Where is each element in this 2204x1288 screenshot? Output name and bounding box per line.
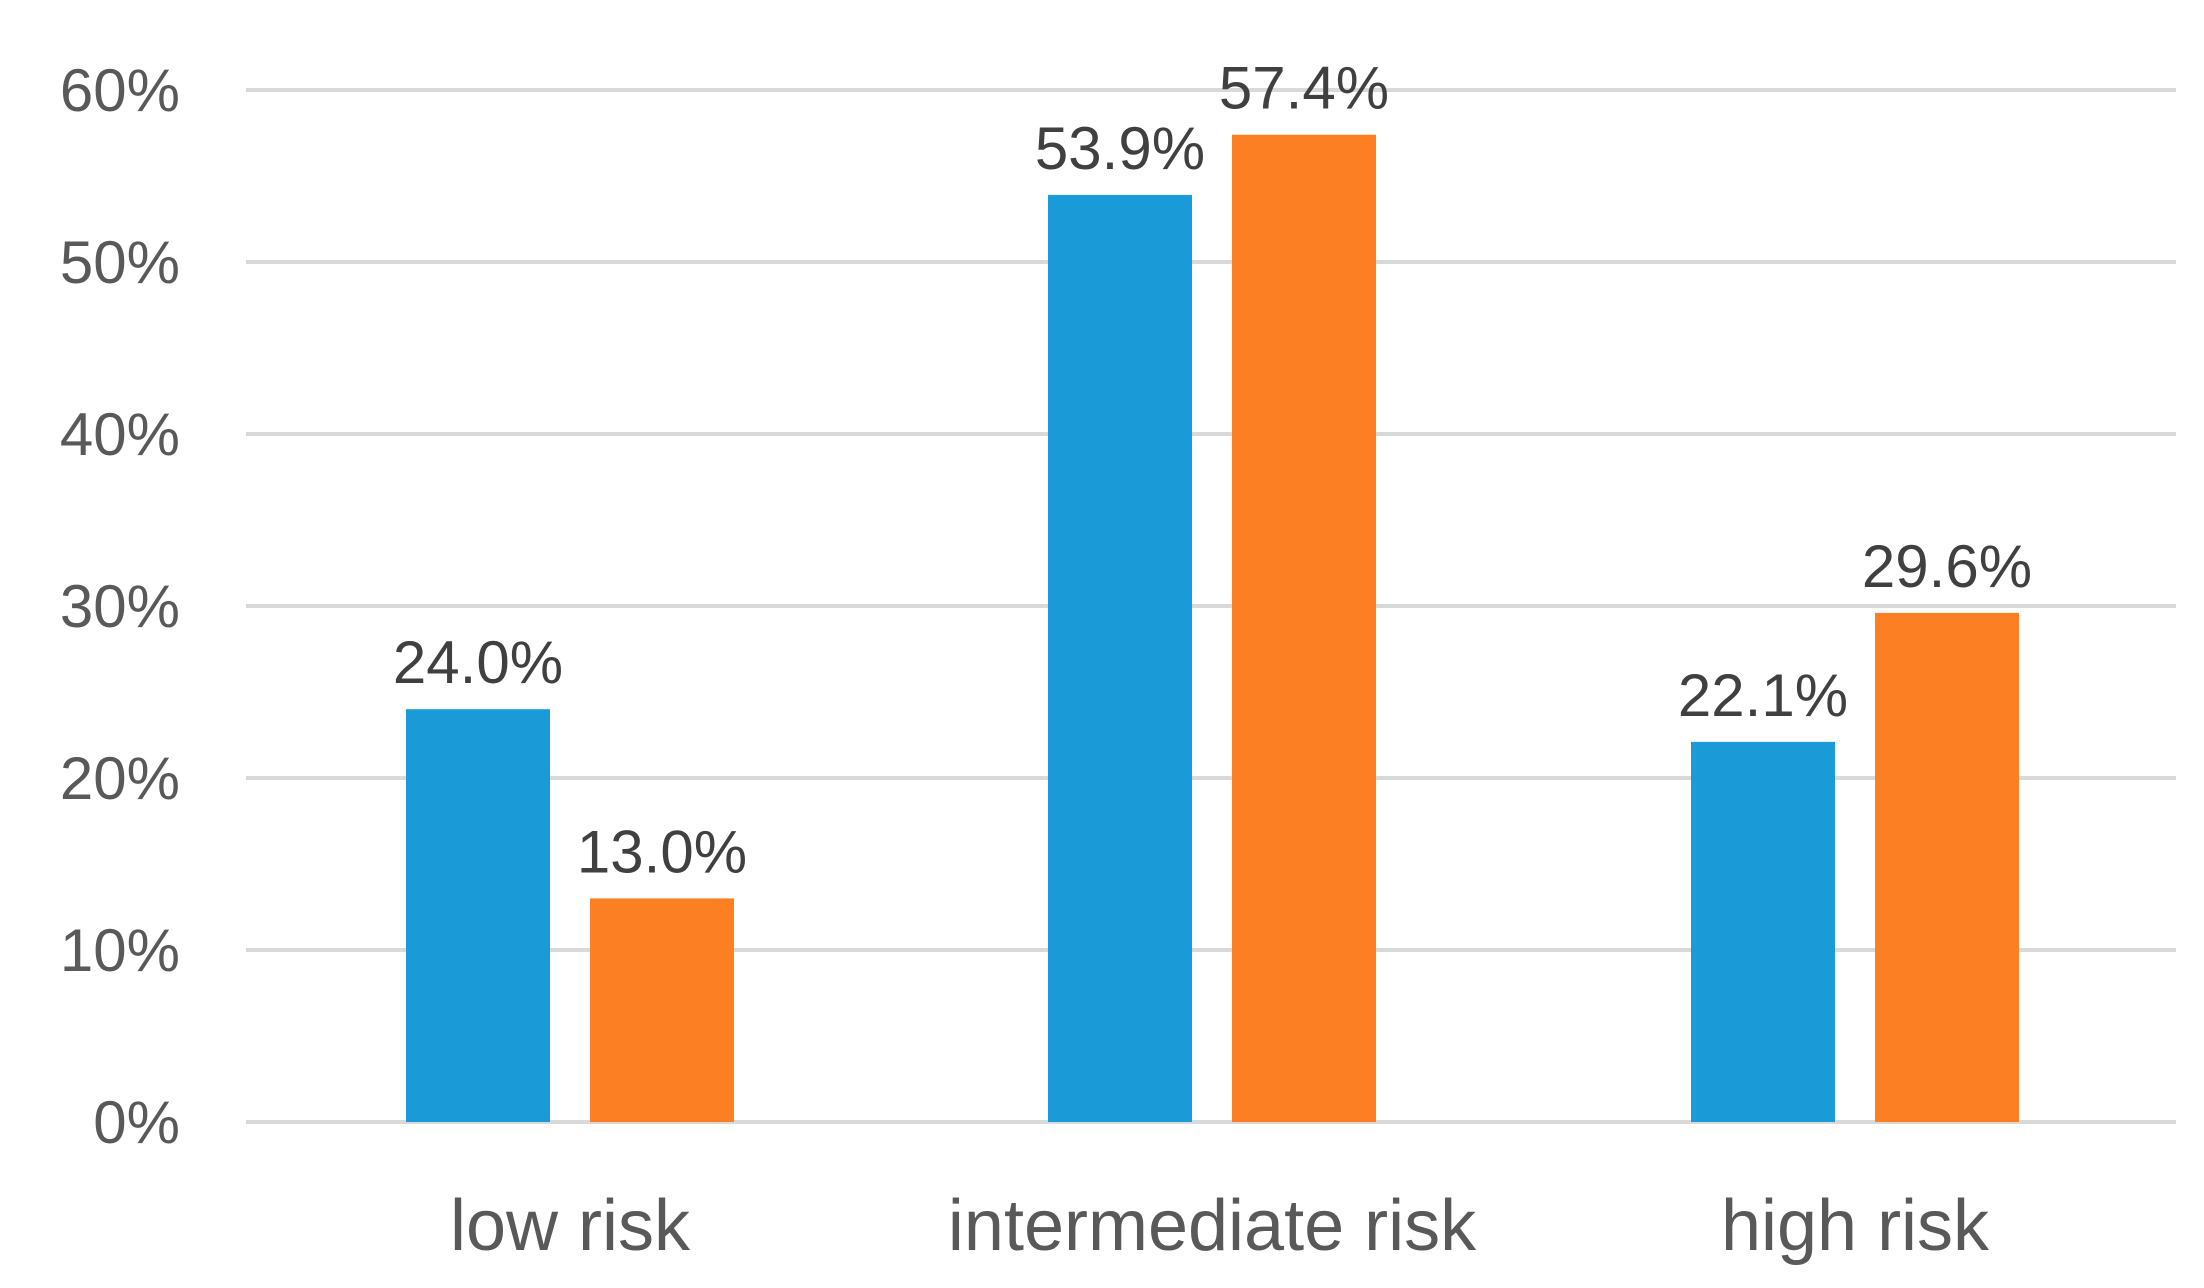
data-label: 24.0%: [393, 629, 563, 696]
y-tick-label: 0%: [93, 1089, 180, 1156]
y-tick-label: 30%: [60, 573, 180, 640]
x-category-label: intermediate risk: [948, 1186, 1477, 1266]
y-tick-label: 40%: [60, 401, 180, 468]
data-label: 22.1%: [1678, 662, 1848, 729]
bar: [590, 898, 734, 1122]
data-label: 13.0%: [577, 818, 747, 885]
bar: [406, 709, 550, 1122]
y-tick-label: 60%: [60, 57, 180, 124]
bars: [406, 134, 2019, 1123]
bar: [1232, 134, 1376, 1123]
x-axis-category-labels: low risk intermediate risk high risk: [450, 1186, 1990, 1266]
data-label: 57.4%: [1219, 55, 1389, 122]
bar: [1875, 612, 2019, 1122]
bar: [1048, 194, 1192, 1123]
y-axis-tick-labels: 0% 10% 20% 30% 40% 50% 60%: [60, 57, 180, 1156]
x-category-label: high risk: [1721, 1186, 1990, 1266]
data-labels: 24.0% 13.0% 53.9%57.4% 22.1%29.6%: [393, 55, 2032, 886]
gridlines: [246, 88, 2176, 1124]
x-category-label: low risk: [450, 1186, 691, 1266]
y-tick-label: 10%: [60, 917, 180, 984]
data-label: 53.9%: [1035, 115, 1205, 182]
y-tick-label: 20%: [60, 745, 180, 812]
data-label: 29.6%: [1862, 533, 2032, 600]
bar: [1691, 741, 1835, 1122]
y-tick-label: 50%: [60, 229, 180, 296]
